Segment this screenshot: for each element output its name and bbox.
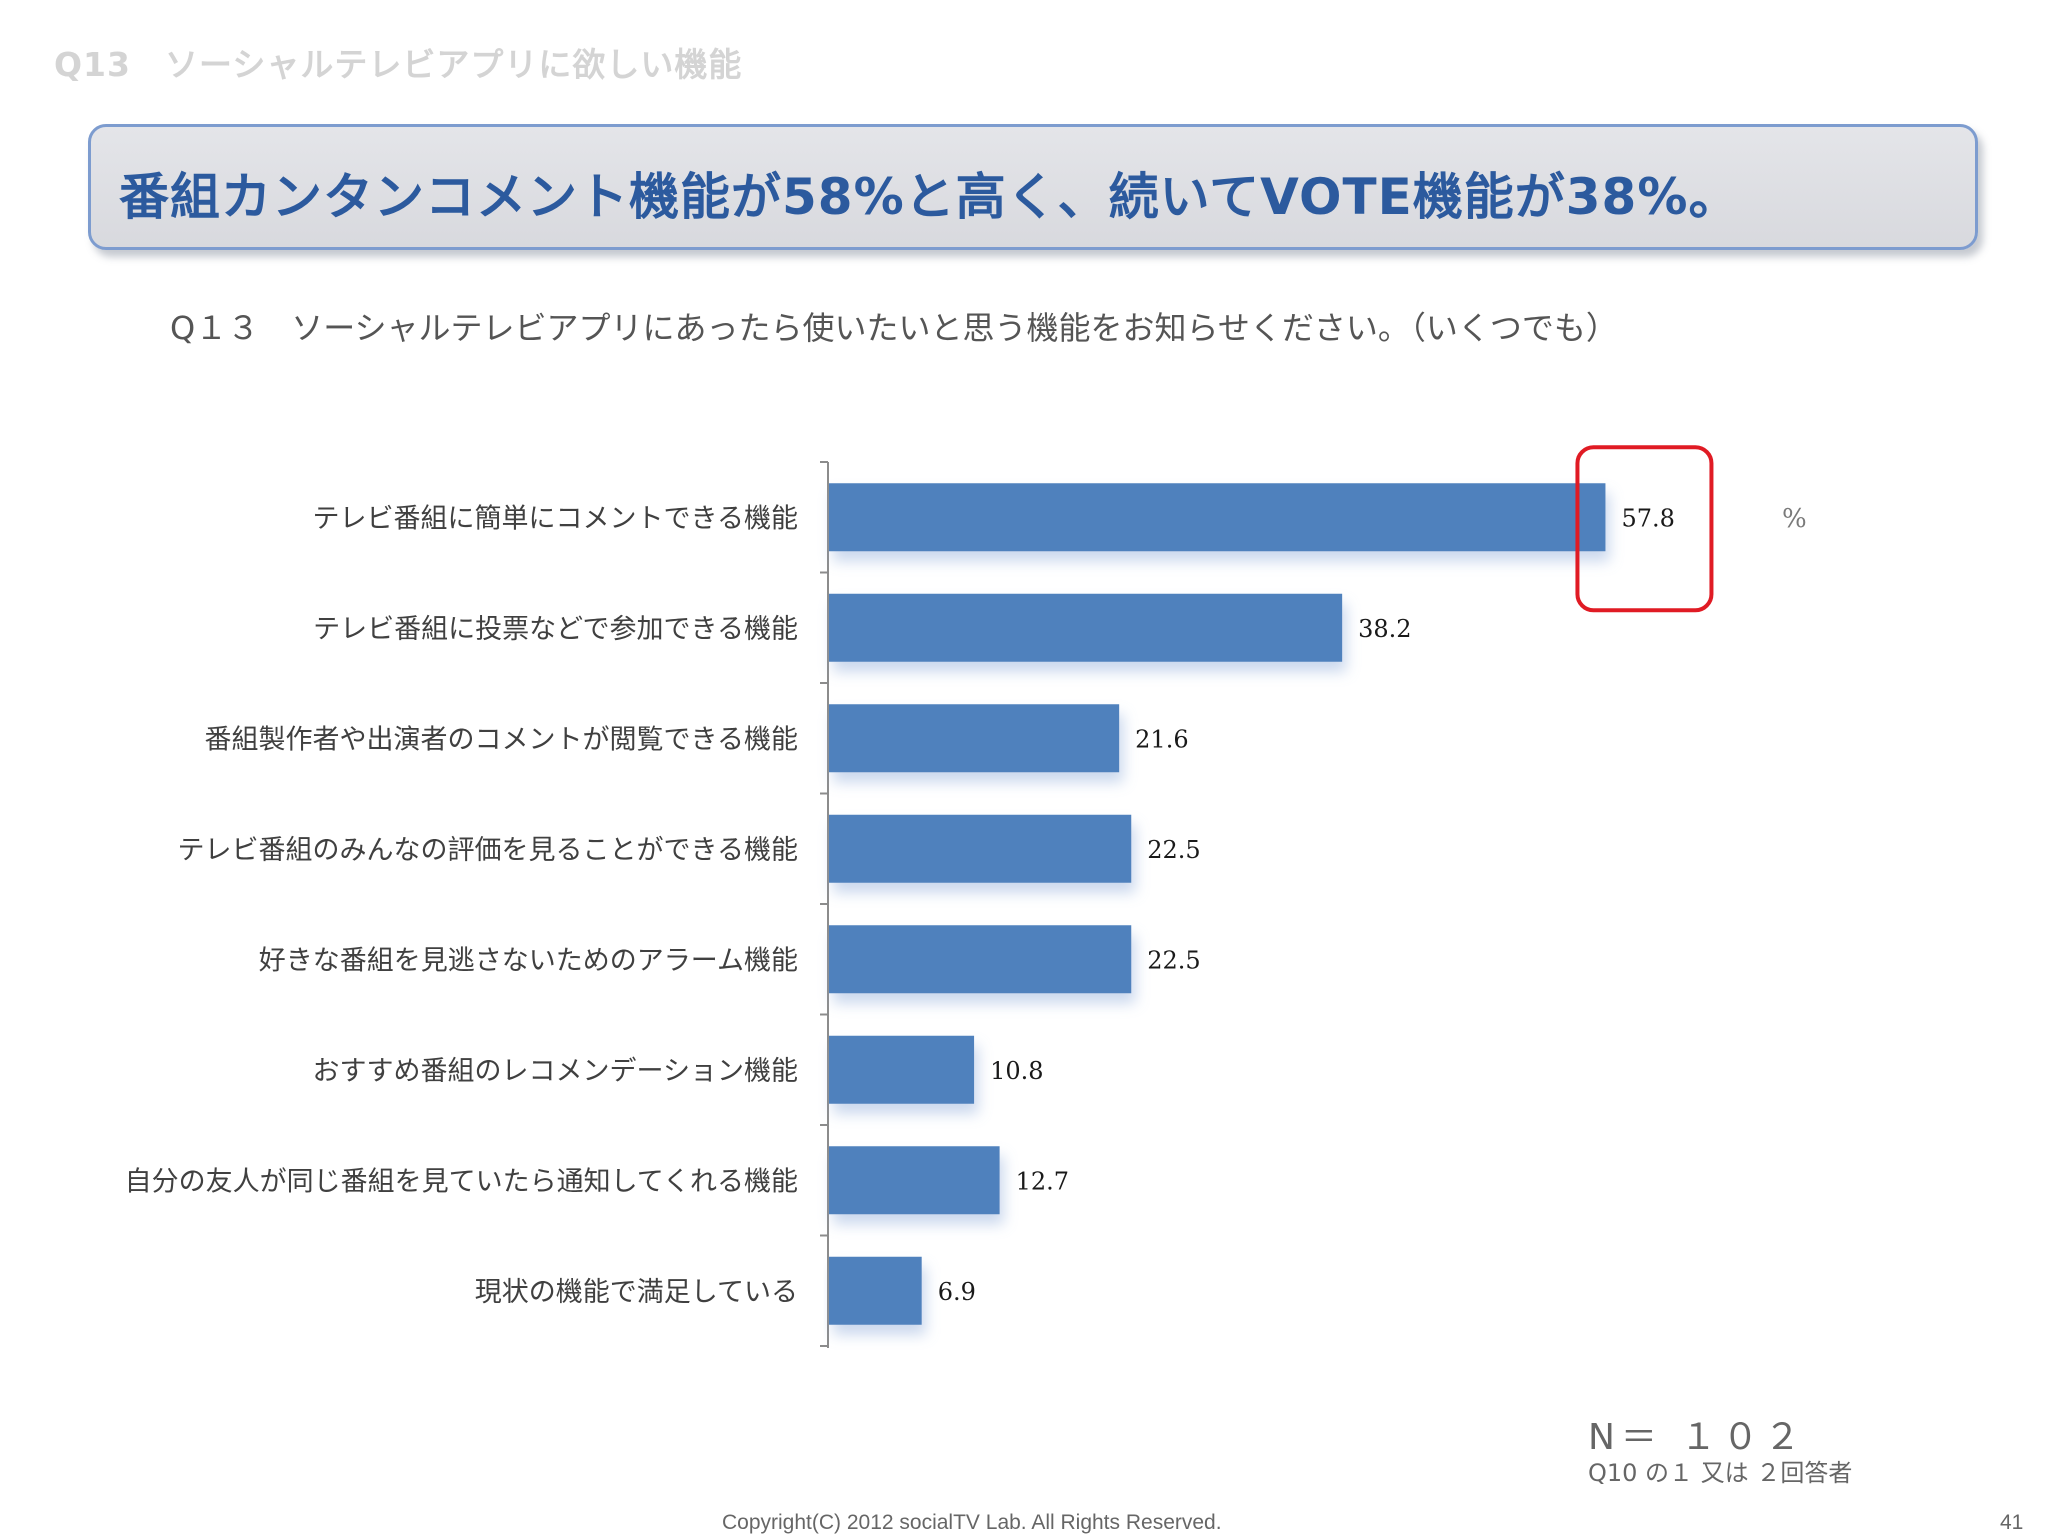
highlight-outline — [1575, 445, 1714, 613]
unit-label: % — [1782, 504, 1807, 534]
value-label: 6.9 — [938, 1278, 976, 1306]
slide-section-title: Q13 ソーシャルテレビアプリに欲しい機能 — [54, 45, 743, 84]
value-label: 22.5 — [1147, 836, 1200, 864]
category-label: 好きな番組を見逃さないためのアラーム機能 — [259, 945, 798, 976]
category-label: テレビ番組に投票などで参加できる機能 — [313, 614, 798, 645]
category-label: 番組製作者や出演者のコメントが閲覧できる機能 — [205, 724, 798, 755]
value-label: 10.8 — [990, 1057, 1043, 1085]
value-label: 12.7 — [1016, 1167, 1069, 1195]
survey-question: Q１３ ソーシャルテレビアプリにあったら使いたいと思う機能をお知らせください。（… — [170, 309, 1618, 347]
bar-2 — [829, 593, 1343, 662]
bar-chart: テレビ番組に簡単にコメントできる機能 57.8 テレビ番組に投票などで参加できる機能… — [125, 445, 1807, 1348]
bar-8 — [829, 1256, 922, 1325]
bar-3 — [829, 704, 1120, 773]
bar-1 — [829, 483, 1606, 552]
category-label: おすすめ番組のレコメンデーション機能 — [313, 1056, 798, 1087]
category-label: テレビ番組のみんなの評価を見ることができる機能 — [178, 835, 798, 866]
value-label: 38.2 — [1358, 615, 1411, 643]
value-label: 57.8 — [1621, 504, 1674, 532]
page-number: 41 — [2000, 1511, 2024, 1534]
headline-box: 番組カンタンコメント機能が58%と高く、続いてVOTE機能が38%。 — [88, 124, 1978, 250]
headline-text: 番組カンタンコメント機能が58%と高く、続いてVOTE機能が38%。 — [119, 168, 1740, 226]
category-label: 自分の友人が同じ番組を見ていたら通知してくれる機能 — [125, 1166, 798, 1197]
bar-7 — [829, 1146, 1000, 1215]
bar-5 — [829, 925, 1132, 994]
category-label: 現状の機能で満足している — [475, 1277, 798, 1308]
bar-6 — [829, 1035, 975, 1104]
copyright: Copyright(C) 2012 socialTV Lab. All Righ… — [722, 1511, 1222, 1534]
bar-4 — [829, 814, 1132, 883]
sample-size: N＝ １０２ — [1588, 1417, 1807, 1458]
sample-note: Q10 の１ 又は ２回答者 — [1588, 1459, 1853, 1487]
value-label: 22.5 — [1147, 946, 1200, 974]
value-label: 21.6 — [1135, 725, 1188, 753]
category-label: テレビ番組に簡単にコメントできる機能 — [313, 503, 798, 534]
